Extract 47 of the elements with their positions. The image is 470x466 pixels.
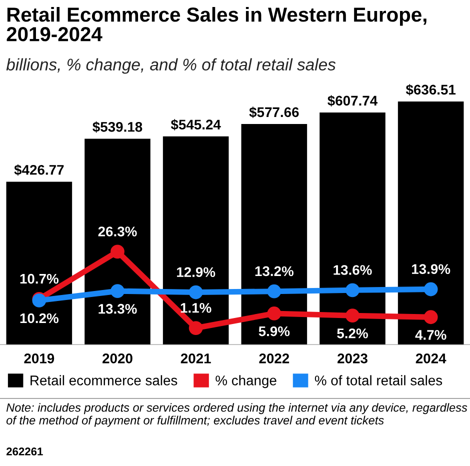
- bar: [320, 112, 386, 345]
- data-label: $607.74: [328, 95, 378, 107]
- point: [424, 310, 438, 324]
- data-label: 10.2%: [20, 313, 58, 324]
- point: [188, 321, 203, 335]
- data-label: 12.9%: [177, 267, 216, 278]
- data-label: 13.9%: [412, 264, 450, 274]
- point: [346, 308, 360, 323]
- data-label: $426.77: [14, 164, 64, 176]
- legend-label: Retail ecommerce sales: [30, 375, 178, 386]
- bar: [6, 182, 72, 345]
- data-label: 26.3%: [98, 226, 137, 236]
- bar: [241, 124, 308, 345]
- point: [110, 244, 124, 259]
- bar: [162, 136, 229, 345]
- legend-label: % of total retail sales: [314, 375, 442, 386]
- bar: [398, 102, 464, 345]
- data-label: $545.24: [170, 119, 221, 130]
- x-tick-label: 2019: [24, 354, 54, 364]
- point: [188, 285, 203, 300]
- x-tick-label: 2022: [259, 354, 290, 364]
- point: [346, 283, 360, 298]
- text: Note: includes products or services ordered using the internet via any device, regardless of the method of payment or fulfillment; excludes travel and event tickets: [6, 403, 468, 427]
- data-label: 10.7%: [20, 274, 58, 284]
- data-label: 13.3%: [98, 304, 137, 314]
- point: [267, 284, 282, 298]
- data-label: $636.51: [406, 84, 456, 96]
- bar: [84, 138, 150, 345]
- x-tick-label: 2021: [180, 354, 211, 364]
- text: 262261: [6, 448, 43, 456]
- data-label: $539.18: [92, 121, 142, 133]
- data-label: 13.6%: [334, 265, 372, 275]
- chart-title: Retail Ecommerce Sales in Western Europe, 2019-2024: [6, 6, 426, 42]
- data-label: 5.2%: [337, 328, 368, 338]
- data-label: 13.2%: [255, 266, 294, 276]
- legend-label: % change: [216, 375, 276, 388]
- point: [267, 306, 282, 320]
- data-label: 5.9%: [258, 326, 290, 336]
- data-label: 1.1%: [180, 302, 212, 313]
- data-label: $577.66: [249, 106, 299, 118]
- chart-subtitle: billions, % change, and % of total retail sales: [6, 58, 336, 74]
- point: [110, 284, 124, 298]
- x-tick-label: 2023: [338, 354, 368, 364]
- point: [424, 282, 438, 296]
- data-label: 4.7%: [415, 330, 446, 340]
- x-tick-label: 2024: [416, 354, 446, 364]
- x-tick-label: 2020: [102, 354, 132, 364]
